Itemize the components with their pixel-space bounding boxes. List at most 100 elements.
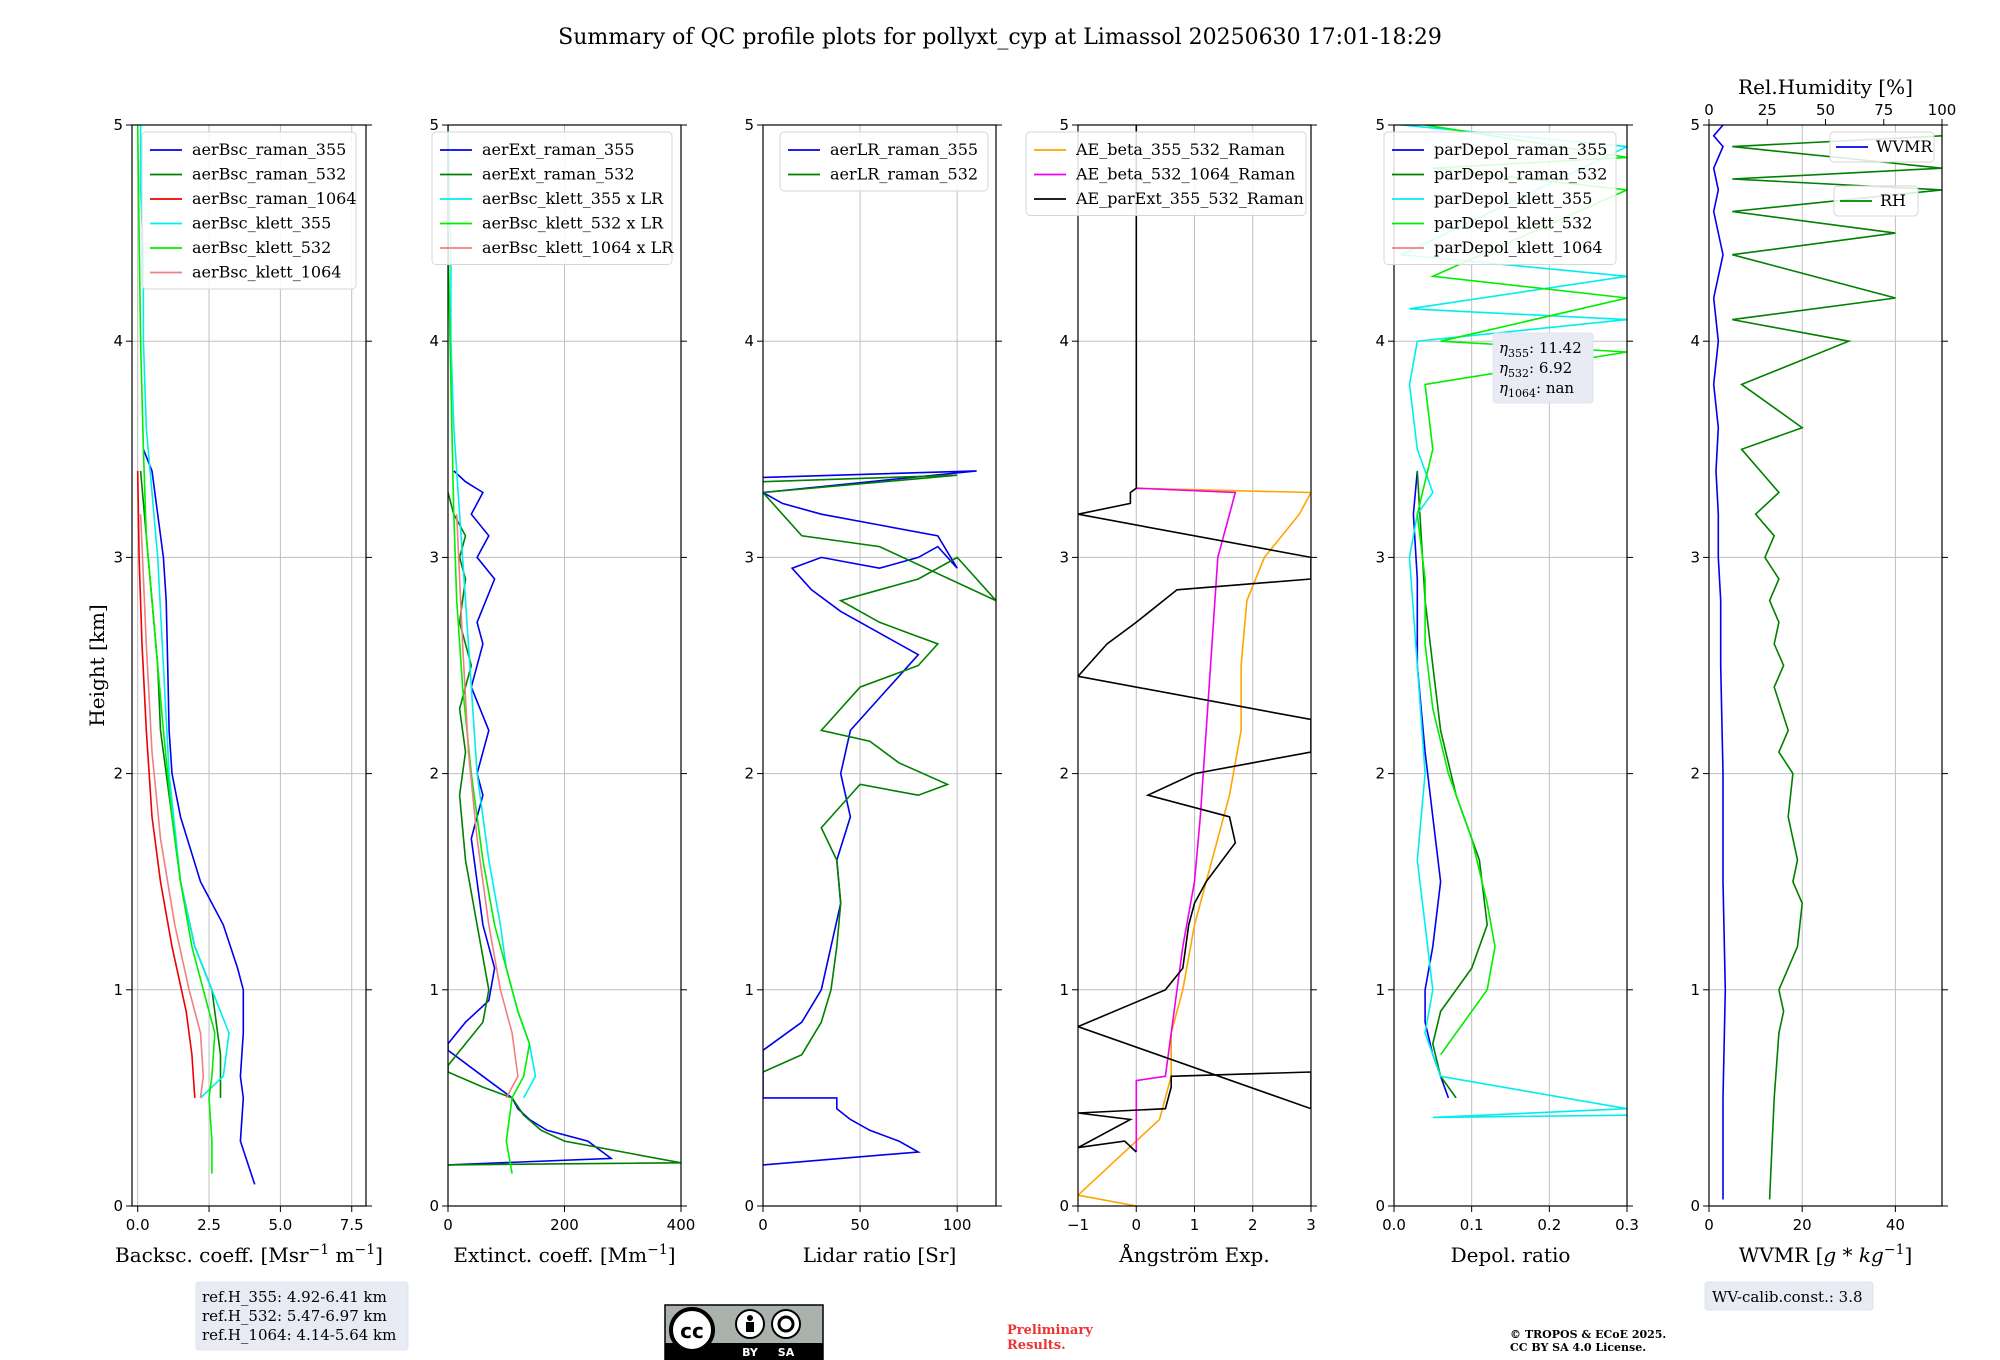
series-line-aerExt_raman_532 — [448, 492, 681, 1166]
legend-label: aerBsc_klett_355 — [192, 214, 331, 233]
refh-line-355: ref.H_355: 4.92-6.41 km — [202, 1288, 387, 1306]
x-axis-label: Lidar ratio [Sr] — [803, 1243, 957, 1267]
y-tick-label: 3 — [1059, 548, 1069, 566]
x-axis-label: Ångström Exp. — [1118, 1242, 1269, 1267]
y-tick-label: 3 — [1690, 548, 1700, 566]
y-tick-label: 4 — [1059, 332, 1069, 350]
eta-line-1064: η1064: nan — [1499, 379, 1574, 400]
x-tick-label: 3 — [1306, 1216, 1316, 1234]
y-tick-label: 4 — [113, 332, 123, 350]
y-tick-label: 0 — [1059, 1197, 1069, 1215]
y-tick-label: 0 — [1690, 1197, 1700, 1215]
y-tick-label: 3 — [744, 548, 754, 566]
license-line: CC BY SA 4.0 License. — [1510, 1341, 1646, 1354]
y-tick-label: 4 — [1375, 332, 1385, 350]
legend-rh: RH — [1833, 185, 1919, 217]
legend-label: aerBsc_klett_355 x LR — [482, 189, 664, 208]
legend: AE_beta_355_532_Raman AE_beta_532_1064_Ra… — [1025, 131, 1307, 216]
y-tick-label: 3 — [429, 548, 439, 566]
axes-frame — [762, 124, 997, 1207]
legend-label: aerBsc_klett_1064 — [192, 263, 341, 282]
x-tick-label: 400 — [667, 1216, 696, 1234]
y-tick-label: 2 — [1375, 765, 1385, 783]
cc-circle-icon — [669, 1307, 715, 1353]
series-line-aerBsc_klett_1064 — [139, 514, 205, 1099]
panel-5: 0 1 2 3 4 5 0.0 0.1 0.2 0.3 Depol. ratio parDepol_r… — [1375, 116, 1638, 1267]
cc-circle-label: cc — [680, 1319, 704, 1343]
x-tick-label: 5.0 — [268, 1216, 292, 1234]
y-tick-label: 5 — [113, 116, 123, 134]
legend-box — [141, 131, 357, 290]
legend-label: aerBsc_raman_532 — [192, 165, 346, 184]
refh-box: ref.H_355: 4.92-6.41 km ref.H_532: 5.47-… — [195, 1281, 409, 1351]
x-tick-label: 0 — [1704, 1216, 1714, 1234]
top-x-tick-label: 50 — [1816, 101, 1835, 119]
y-tick-label: 2 — [1690, 765, 1700, 783]
series-line-WVMR — [1712, 125, 1727, 1200]
sa-share-arc — [777, 1315, 795, 1333]
legend-label: parDepol_klett_355 — [1434, 189, 1592, 208]
y-tick-label: 0 — [113, 1197, 123, 1215]
by-person-body — [746, 1322, 754, 1332]
legend-box — [431, 131, 673, 265]
x-tick-label: 20 — [1793, 1216, 1812, 1234]
legend-box — [1829, 131, 1935, 163]
y-tick-label: 5 — [1690, 116, 1700, 134]
legend-box — [1025, 131, 1307, 216]
series-line-aerBsc_klett_355 — [139, 125, 230, 1099]
series-line-aerBsc_raman_1064 — [136, 470, 196, 1098]
x-axis-label: Depol. ratio — [1451, 1243, 1571, 1267]
legend-label: parDepol_klett_532 — [1434, 214, 1592, 233]
series-line-AE_beta_355_532_Raman — [1078, 487, 1311, 1206]
axes-frame — [131, 124, 367, 1207]
x-tick-label: 0.1 — [1460, 1216, 1484, 1234]
x-tick-label: 0.0 — [126, 1216, 150, 1234]
legend-label: aerBsc_raman_1064 — [192, 189, 357, 208]
top-x-tick-label: 0 — [1704, 101, 1714, 119]
legend-label: aerBsc_klett_532 x LR — [482, 214, 664, 233]
x-tick-label: 0 — [1131, 1216, 1141, 1234]
eta-line-532: η532: 6.92 — [1499, 359, 1572, 380]
series-line-aerBsc_raman_532 — [139, 470, 222, 1098]
figure-title: Summary of QC profile plots for pollyxt_… — [558, 25, 1442, 50]
y-tick-label: 3 — [113, 548, 123, 566]
y-tick-label: 2 — [429, 765, 439, 783]
legend-label: aerExt_raman_532 — [482, 165, 635, 184]
top-x-axis-label: Rel.Humidity [%] — [1738, 75, 1913, 99]
x-tick-label: 2.5 — [197, 1216, 221, 1234]
series-line-parDepol_klett_355 — [1398, 125, 1627, 1119]
y-tick-label: 4 — [744, 332, 754, 350]
x-tick-label: 200 — [550, 1216, 579, 1234]
series-line-aerLR_raman_532 — [763, 474, 996, 1073]
legend-box — [1383, 131, 1617, 265]
x-tick-label: 7.5 — [340, 1216, 364, 1234]
x-tick-label: 0.0 — [1382, 1216, 1406, 1234]
results-label: Results. — [1007, 1338, 1066, 1353]
y-tick-label: 2 — [1059, 765, 1069, 783]
series-line-RH — [1732, 135, 1942, 1200]
axes-frame — [1393, 124, 1628, 1207]
x-tick-label: −1 — [1067, 1216, 1089, 1234]
y-tick-label: 0 — [429, 1197, 439, 1215]
wv-calib-text: WV-calib.const.: 3.8 — [1712, 1288, 1863, 1306]
y-tick-label: 0 — [1375, 1197, 1385, 1215]
legend: aerExt_raman_355 aerExt_raman_532 aerBsc_k… — [431, 131, 674, 265]
sa-share-icon — [771, 1309, 801, 1339]
y-tick-label: 1 — [429, 981, 439, 999]
axes-frame — [1708, 124, 1943, 1207]
legend-label: AE_beta_532_1064_Raman — [1075, 165, 1295, 184]
legend-box — [1833, 185, 1919, 217]
panel-2: 0 1 2 3 4 5 0 200 400 Extinct. coeff. [Mm−1] aerEx… — [429, 116, 695, 1267]
y-axis-label: Height [km] — [85, 604, 109, 726]
legend-label: aerLR_raman_355 — [830, 140, 978, 159]
legend-label: aerBsc_klett_532 — [192, 238, 331, 257]
legend-box — [779, 131, 989, 192]
y-tick-label: 1 — [1690, 981, 1700, 999]
y-tick-label: 5 — [744, 116, 754, 134]
wv-calib-box: WV-calib.const.: 3.8 — [1704, 1281, 1874, 1311]
